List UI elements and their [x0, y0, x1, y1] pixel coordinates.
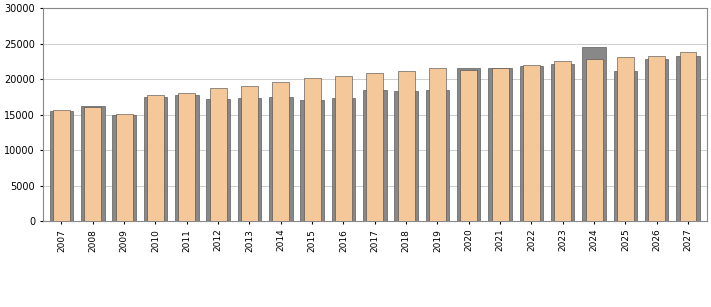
- Bar: [116, 114, 132, 221]
- Bar: [53, 110, 70, 221]
- Bar: [144, 97, 167, 221]
- Bar: [457, 68, 481, 221]
- Bar: [520, 66, 543, 221]
- Bar: [210, 88, 227, 221]
- Bar: [363, 90, 387, 221]
- Bar: [112, 115, 136, 221]
- Bar: [178, 93, 196, 221]
- Bar: [523, 65, 540, 221]
- Bar: [586, 59, 602, 221]
- Bar: [676, 56, 700, 221]
- Bar: [241, 86, 258, 221]
- Bar: [366, 73, 383, 221]
- Bar: [147, 95, 164, 221]
- Bar: [491, 68, 508, 221]
- Bar: [335, 76, 352, 221]
- Bar: [617, 57, 634, 221]
- Bar: [555, 61, 571, 221]
- Bar: [237, 98, 261, 221]
- Bar: [50, 111, 73, 221]
- Bar: [645, 59, 668, 221]
- Bar: [680, 52, 697, 221]
- Bar: [551, 64, 574, 221]
- Bar: [426, 90, 449, 221]
- Bar: [81, 106, 105, 221]
- Bar: [429, 68, 446, 221]
- Bar: [488, 68, 512, 221]
- Bar: [397, 71, 415, 221]
- Bar: [269, 97, 292, 221]
- Bar: [175, 95, 198, 221]
- Bar: [300, 100, 324, 221]
- Bar: [85, 107, 101, 221]
- Bar: [582, 47, 606, 221]
- Bar: [460, 70, 477, 221]
- Bar: [614, 71, 637, 221]
- Bar: [331, 98, 356, 221]
- Bar: [304, 78, 321, 221]
- Bar: [395, 91, 418, 221]
- Bar: [206, 99, 230, 221]
- Bar: [648, 56, 665, 221]
- Bar: [272, 82, 289, 221]
